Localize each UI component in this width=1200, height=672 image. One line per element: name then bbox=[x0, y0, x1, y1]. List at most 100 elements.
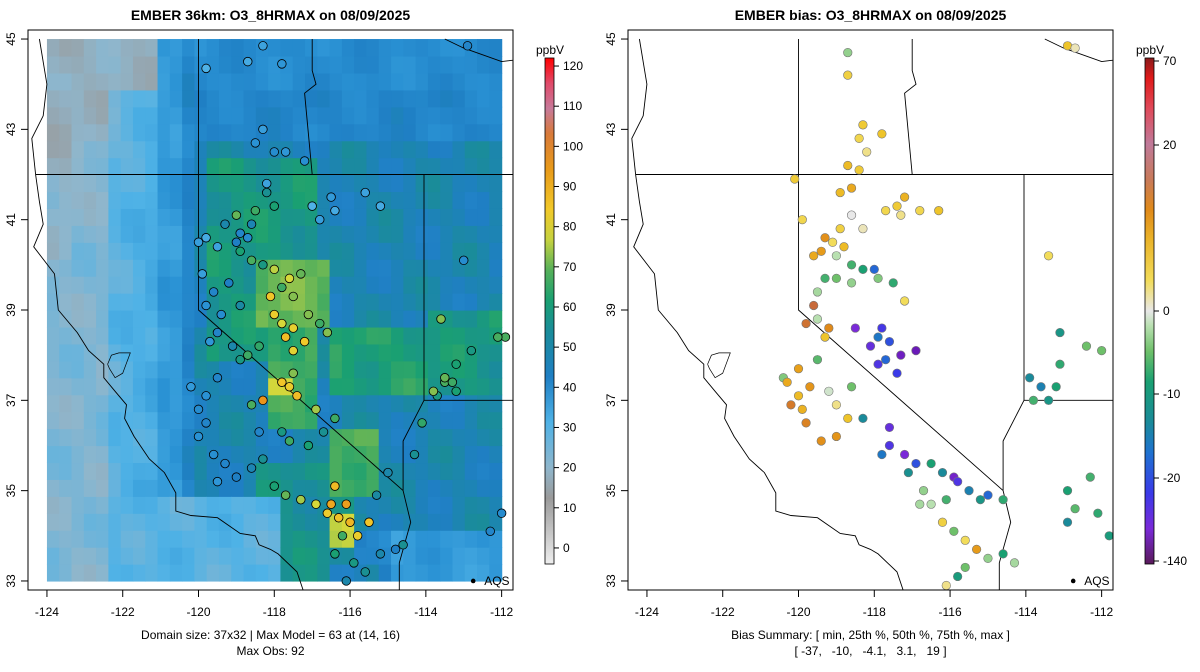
heatmap-cell bbox=[489, 462, 503, 480]
heatmap-cell bbox=[415, 55, 429, 74]
heatmap-cell bbox=[440, 157, 454, 176]
left-x-tick: -120 bbox=[186, 605, 210, 619]
right-y-tick: 37 bbox=[604, 393, 618, 407]
heatmap-cell bbox=[464, 191, 478, 209]
heatmap-cell bbox=[83, 462, 97, 480]
heatmap-cell bbox=[120, 191, 134, 209]
heatmap-cell bbox=[427, 428, 441, 447]
heatmap-cell bbox=[305, 174, 318, 193]
heatmap-cell bbox=[194, 89, 208, 108]
observation-point bbox=[250, 138, 261, 148]
heatmap-cell bbox=[96, 208, 109, 226]
observation-point bbox=[352, 531, 363, 541]
observation-point bbox=[447, 377, 458, 387]
heatmap-cell bbox=[366, 428, 380, 447]
heatmap-cell bbox=[477, 564, 490, 582]
bias-point bbox=[915, 206, 925, 216]
heatmap-cell bbox=[403, 479, 417, 497]
heatmap-cell bbox=[366, 225, 380, 243]
left-caption-domain: Domain size: 37x32 | Max Model = 63 at (… bbox=[141, 628, 400, 642]
bias-point bbox=[858, 120, 868, 130]
heatmap-cell bbox=[120, 140, 134, 159]
heatmap-cell bbox=[218, 445, 232, 464]
heatmap-cell bbox=[182, 259, 196, 277]
heatmap-cell bbox=[206, 191, 220, 209]
heatmap-cell bbox=[96, 39, 109, 57]
heatmap-cell bbox=[231, 479, 245, 497]
heatmap-cell bbox=[391, 242, 404, 260]
bias-point bbox=[839, 242, 849, 252]
heatmap-cell bbox=[157, 174, 171, 193]
observation-point bbox=[303, 440, 314, 451]
heatmap-cell bbox=[452, 55, 466, 74]
heatmap-cell bbox=[182, 394, 196, 413]
heatmap-cell bbox=[157, 123, 171, 142]
heatmap-cell bbox=[305, 293, 318, 311]
heatmap-cell bbox=[378, 428, 392, 447]
heatmap-cell bbox=[440, 310, 454, 328]
heatmap-cell bbox=[46, 39, 60, 57]
heatmap-cell bbox=[182, 445, 196, 464]
heatmap-cell bbox=[427, 123, 441, 142]
heatmap-cell bbox=[354, 428, 368, 447]
heatmap-cell bbox=[391, 191, 404, 209]
left-state-border bbox=[198, 174, 404, 491]
bias-point bbox=[1097, 346, 1107, 356]
heatmap-cell bbox=[378, 208, 392, 226]
heatmap-cell bbox=[317, 242, 331, 260]
heatmap-cell bbox=[59, 564, 73, 582]
heatmap-cell bbox=[317, 225, 331, 243]
bias-point bbox=[812, 314, 823, 324]
bias-point bbox=[793, 391, 804, 401]
heatmap-cell bbox=[391, 445, 404, 464]
bias-point bbox=[797, 404, 807, 414]
heatmap-cell bbox=[108, 55, 122, 74]
heatmap-cell bbox=[231, 513, 245, 531]
heatmap-cell bbox=[354, 360, 368, 379]
observation-point bbox=[258, 124, 268, 135]
heatmap-cell bbox=[83, 394, 97, 413]
heatmap-cell bbox=[329, 293, 343, 311]
heatmap-cell bbox=[96, 242, 109, 260]
heatmap-cell bbox=[378, 140, 392, 159]
observation-point bbox=[193, 237, 204, 247]
bias-point bbox=[846, 183, 857, 193]
observation-point bbox=[322, 327, 333, 338]
bias-point bbox=[926, 499, 936, 509]
heatmap-cell bbox=[477, 276, 490, 294]
heatmap-cell bbox=[46, 479, 60, 497]
observation-point bbox=[235, 228, 245, 238]
heatmap-cell bbox=[427, 310, 441, 328]
heatmap-cell bbox=[145, 428, 159, 447]
heatmap-cell bbox=[96, 310, 109, 328]
heatmap-cell bbox=[182, 293, 196, 311]
observation-point bbox=[212, 476, 223, 487]
bias-point bbox=[892, 368, 902, 378]
heatmap-cell bbox=[489, 310, 503, 328]
observation-point bbox=[254, 427, 264, 437]
heatmap-cell bbox=[280, 394, 294, 413]
bias-point bbox=[843, 70, 853, 80]
heatmap-cell bbox=[354, 310, 368, 328]
heatmap-cell bbox=[132, 123, 146, 142]
heatmap-cell bbox=[71, 394, 85, 413]
heatmap-cell bbox=[403, 326, 417, 345]
heatmap-cell bbox=[71, 293, 85, 311]
heatmap-cell bbox=[108, 530, 122, 548]
observation-point bbox=[269, 264, 279, 275]
heatmap-cell bbox=[182, 530, 196, 548]
heatmap-cell bbox=[157, 140, 171, 159]
observation-point bbox=[303, 309, 314, 320]
heatmap-cell bbox=[46, 564, 60, 582]
observation-point bbox=[315, 214, 325, 225]
right-x-tick: -118 bbox=[863, 605, 886, 619]
heatmap-cell bbox=[452, 530, 466, 548]
heatmap-cell bbox=[108, 106, 122, 125]
heatmap-cell bbox=[305, 39, 318, 57]
heatmap-cell bbox=[366, 39, 380, 57]
heatmap-cell bbox=[305, 140, 318, 159]
heatmap-cell bbox=[452, 242, 466, 260]
heatmap-cell bbox=[427, 106, 441, 125]
heatmap-cell bbox=[71, 174, 85, 193]
heatmap-cell bbox=[243, 530, 257, 548]
